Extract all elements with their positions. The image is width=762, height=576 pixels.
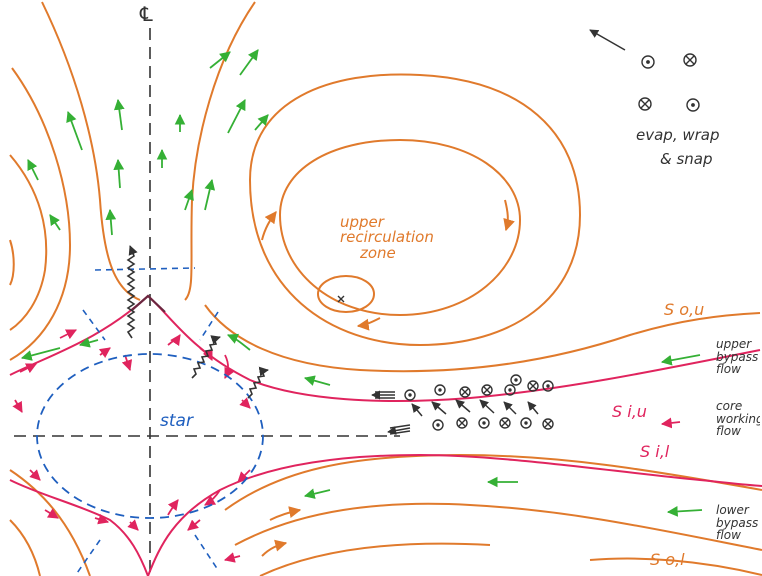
recirculation-center-mark xyxy=(337,295,345,303)
recirc-label-line2: recirculation xyxy=(340,228,434,246)
legend-caption-line1: evap, wrap xyxy=(636,126,720,144)
blue-dashed-lines xyxy=(74,267,219,576)
orange-streamlines-right xyxy=(184,1,762,576)
upper-bypass-flow-label: upper bypass flow xyxy=(716,337,759,377)
recirc-label-line1: upper xyxy=(340,213,384,231)
streamline-label-so-u: S o,u xyxy=(664,300,705,319)
lower-bypass-flow-label: lower bypass flow xyxy=(716,503,759,543)
streamline-label-si-l: S i,l xyxy=(640,442,670,461)
double-arrows xyxy=(375,391,411,435)
recirc-label-line3: zone xyxy=(360,244,396,262)
legend-symbols xyxy=(638,53,700,112)
pink-arrows xyxy=(12,329,681,563)
particles xyxy=(404,374,554,431)
legend-caption-line2: & snap xyxy=(660,150,713,168)
stagnation-cusp xyxy=(131,294,166,313)
streamline-label-so-l: S o,l xyxy=(650,550,685,569)
core-working-flow-label: core working flow xyxy=(716,400,760,438)
centerline-label: ℄ xyxy=(140,2,153,26)
recirculation-arrows xyxy=(261,199,515,557)
star-label: star xyxy=(160,411,193,431)
streamline-label-si-u: S i,u xyxy=(612,402,647,421)
wavy-radiation xyxy=(126,245,269,399)
orange-streamlines-left xyxy=(9,1,141,576)
star-boundary xyxy=(36,353,264,519)
pink-streamlines xyxy=(9,294,762,576)
core-arrows xyxy=(371,29,626,435)
green-arrows xyxy=(20,49,703,517)
